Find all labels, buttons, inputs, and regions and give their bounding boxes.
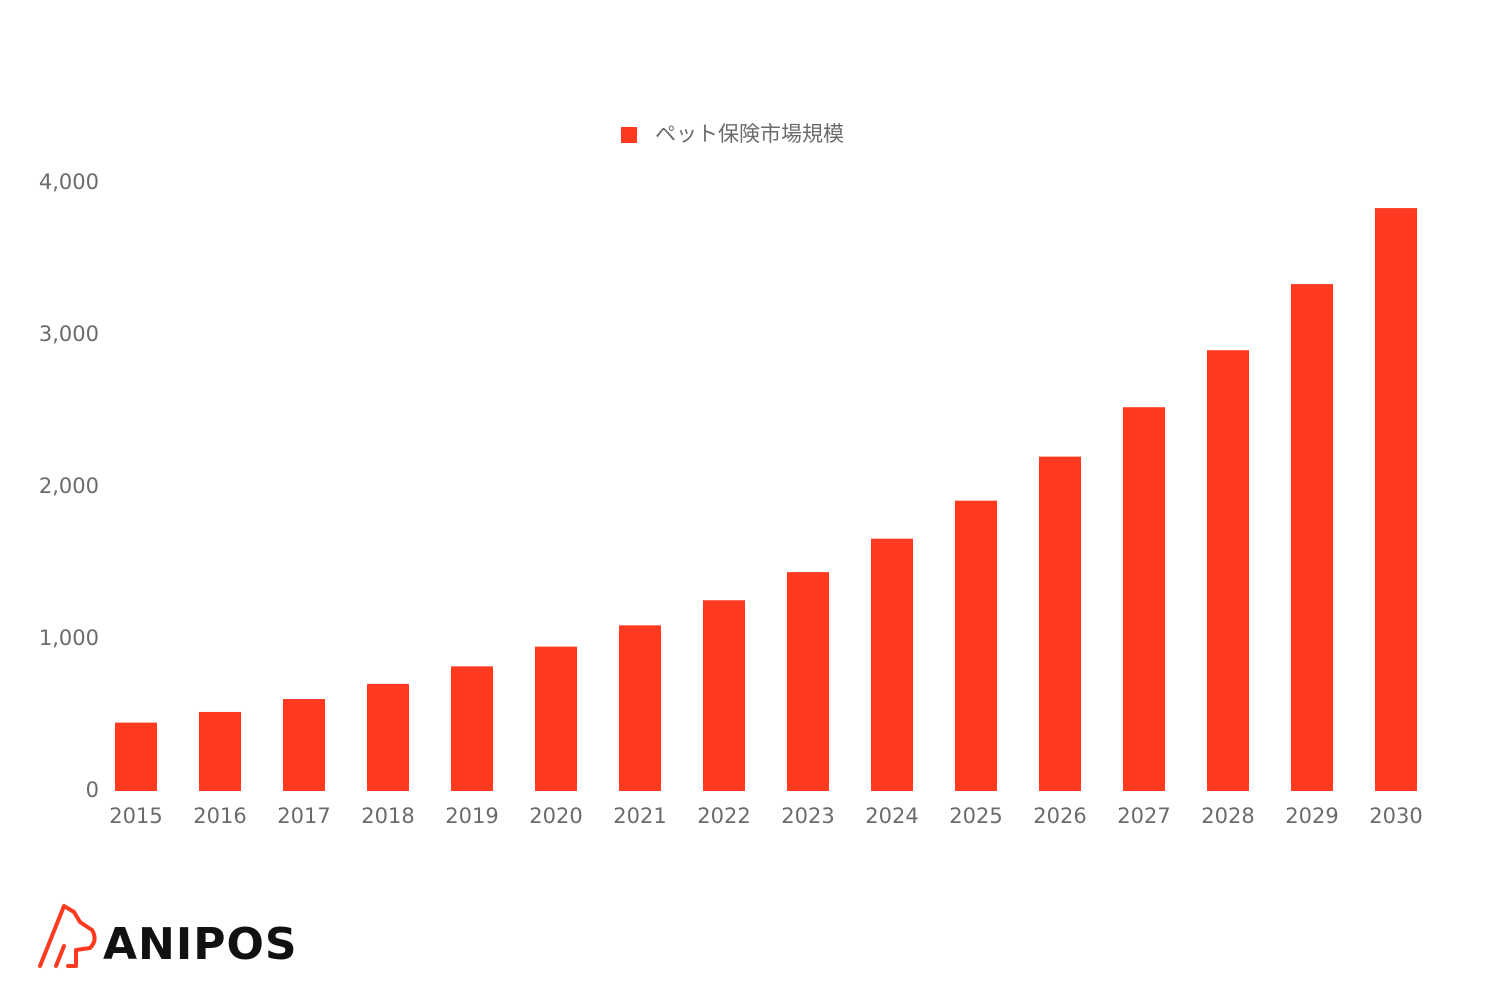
bar [787, 572, 829, 791]
legend-swatch [621, 127, 637, 143]
bar [451, 666, 493, 791]
x-tick-label: 2021 [613, 804, 666, 828]
y-tick-label: 0 [86, 778, 99, 802]
x-tick-label: 2029 [1285, 804, 1338, 828]
x-tick-label: 2023 [781, 804, 834, 828]
bar [1291, 284, 1333, 791]
logo-text: ANIPOS [103, 919, 298, 970]
bar [1207, 350, 1249, 791]
bar [955, 500, 997, 791]
x-tick-label: 2018 [361, 804, 414, 828]
x-tick-label: 2020 [529, 804, 582, 828]
x-tick-label: 2030 [1369, 804, 1422, 828]
logo-icon [38, 904, 97, 968]
x-tick-label: 2024 [865, 804, 918, 828]
legend-label: ペット保険市場規模 [655, 122, 844, 146]
x-tick-label: 2016 [193, 804, 246, 828]
x-tick-label: 2026 [1033, 804, 1086, 828]
bar [1375, 208, 1417, 791]
x-tick-label: 2025 [949, 804, 1002, 828]
x-tick-label: 2019 [445, 804, 498, 828]
bar [199, 711, 241, 791]
x-tick-label: 2022 [697, 804, 750, 828]
x-tick-label: 2028 [1201, 804, 1254, 828]
y-tick-label: 4,000 [39, 170, 99, 194]
bar [703, 600, 745, 791]
bar [619, 625, 661, 791]
y-tick-label: 2,000 [39, 474, 99, 498]
bar [871, 538, 913, 791]
x-tick-label: 2017 [277, 804, 330, 828]
bar [367, 683, 409, 791]
bar [535, 646, 577, 791]
bar [1039, 456, 1081, 791]
bar [283, 699, 325, 791]
y-tick-label: 3,000 [39, 322, 99, 346]
bar [115, 722, 157, 791]
x-tick-label: 2015 [109, 804, 162, 828]
x-tick-label: 2027 [1117, 804, 1170, 828]
y-tick-label: 1,000 [39, 626, 99, 650]
bar [1123, 407, 1165, 791]
